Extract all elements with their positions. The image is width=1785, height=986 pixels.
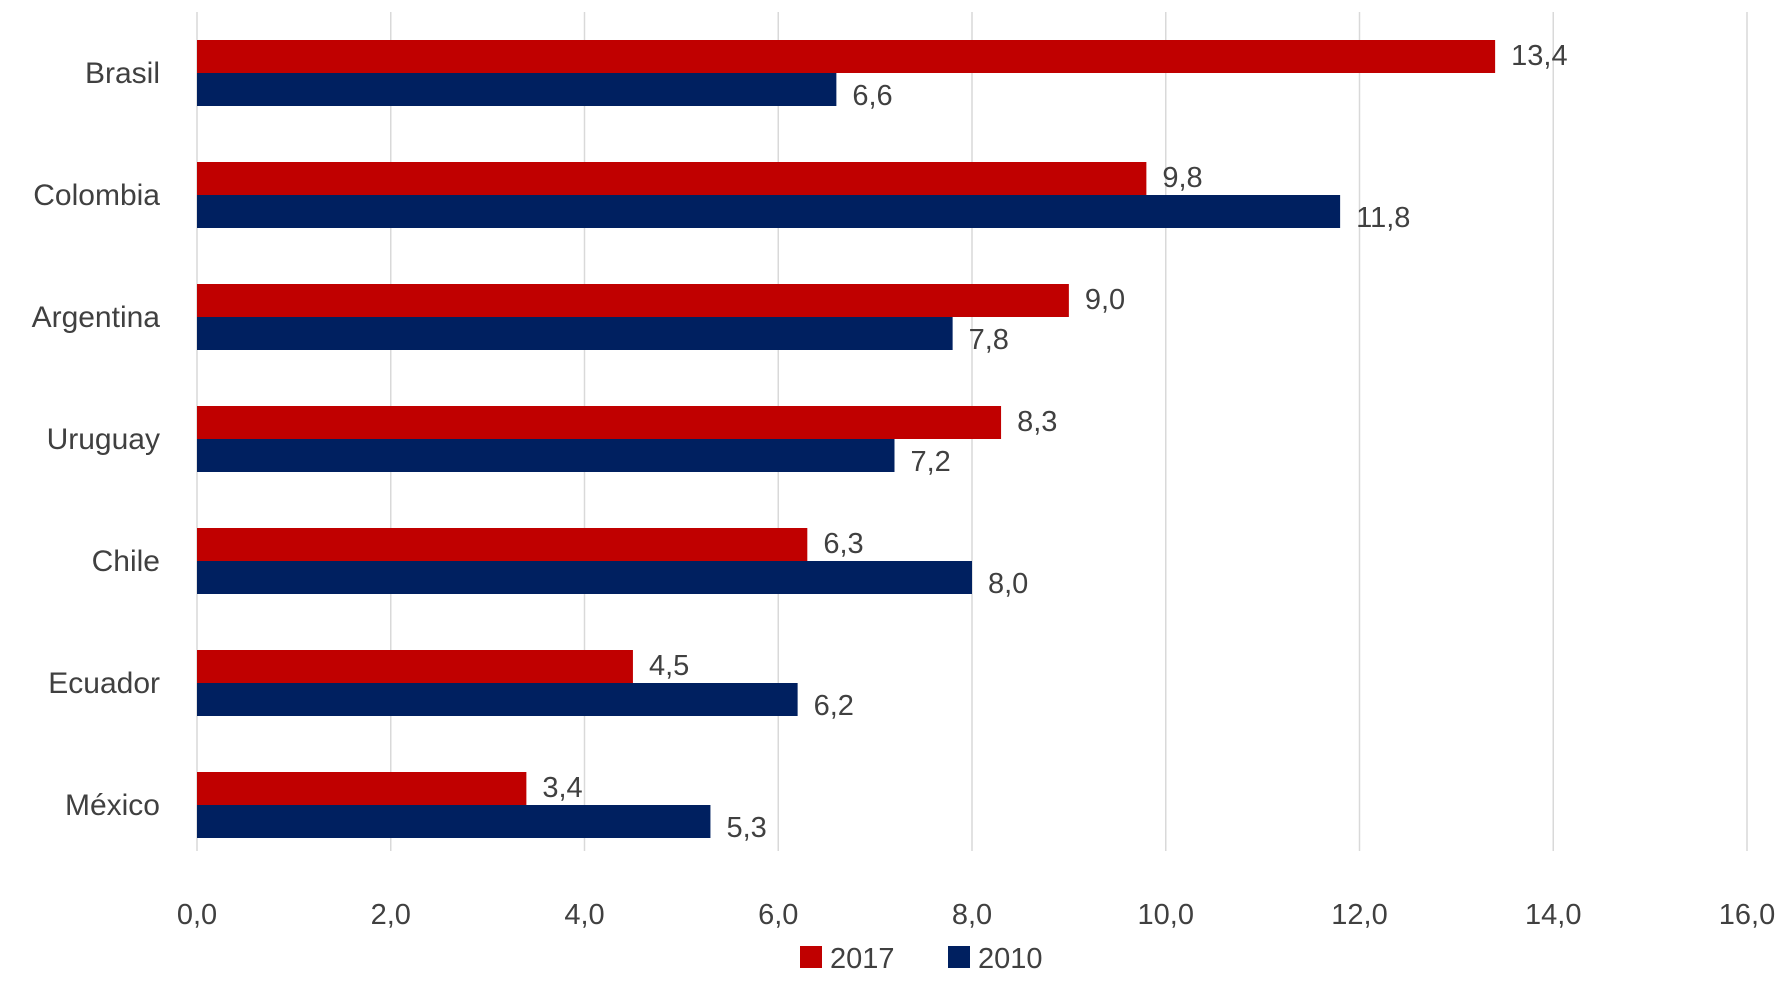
bar-2017	[197, 406, 1002, 439]
bar-2010	[197, 195, 1341, 228]
bar-2017	[197, 162, 1147, 195]
data-label-2017: 8,3	[1017, 406, 1057, 438]
category-label: Ecuador	[48, 667, 160, 700]
category-label: Colombia	[33, 179, 160, 212]
bar-2010	[197, 317, 953, 350]
bar-2010	[197, 805, 711, 838]
x-tick-label: 16,0	[1719, 899, 1775, 931]
x-tick-label: 10,0	[1138, 899, 1194, 931]
category-label: Argentina	[32, 301, 161, 334]
bar-2010	[197, 683, 798, 716]
data-label-2017: 3,4	[542, 772, 582, 804]
bar-2010	[197, 561, 972, 594]
data-label-2010: 6,6	[852, 80, 892, 112]
legend-label-2010: 2010	[978, 943, 1043, 975]
x-tick-label: 0,0	[177, 899, 217, 931]
category-label: Brasil	[85, 57, 160, 90]
data-label-2010: 7,8	[969, 324, 1009, 356]
data-label-2010: 5,3	[726, 812, 766, 844]
bar-2017	[197, 650, 633, 683]
legend-label-2017: 2017	[830, 943, 895, 975]
data-label-2010: 8,0	[988, 568, 1028, 600]
data-label-2017: 9,0	[1085, 284, 1125, 316]
data-label-2017: 9,8	[1162, 162, 1202, 194]
data-label-2017: 6,3	[823, 528, 863, 560]
x-tick-label: 4,0	[564, 899, 604, 931]
data-label-2017: 13,4	[1511, 40, 1567, 72]
category-label: México	[65, 789, 160, 822]
x-tick-label: 12,0	[1331, 899, 1387, 931]
data-labels: 13,4 6,6 9,8 11,8 9,0 7,8 8,3 7,2 6,3 8,0 4,5 6,2 3,…	[542, 40, 1567, 844]
legend-swatch-2010	[948, 946, 970, 968]
category-label: Chile	[92, 545, 160, 578]
legend-swatch-2017	[800, 946, 822, 968]
x-tick-label: 6,0	[758, 899, 798, 931]
bar-2017	[197, 284, 1069, 317]
x-tick-label: 14,0	[1525, 899, 1581, 931]
bar-2017	[197, 528, 808, 561]
bar-2010	[197, 439, 895, 472]
bars	[197, 40, 1496, 838]
x-tick-label: 8,0	[952, 899, 992, 931]
legend: 2017 2010	[800, 943, 1043, 975]
data-label-2010: 7,2	[911, 446, 951, 478]
bar-2017	[197, 772, 527, 805]
data-label-2017: 4,5	[649, 650, 689, 682]
data-label-2010: 11,8	[1356, 202, 1410, 234]
data-label-2010: 6,2	[814, 690, 854, 722]
axes: 0,0 2,0 4,0 6,0 8,0 10,0 12,0 14,0 16,0 Brasil Col…	[32, 57, 1776, 931]
x-tick-label: 2,0	[371, 899, 411, 931]
bar-2017	[197, 40, 1496, 73]
bar-2010	[197, 73, 837, 106]
category-label: Uruguay	[47, 423, 160, 456]
